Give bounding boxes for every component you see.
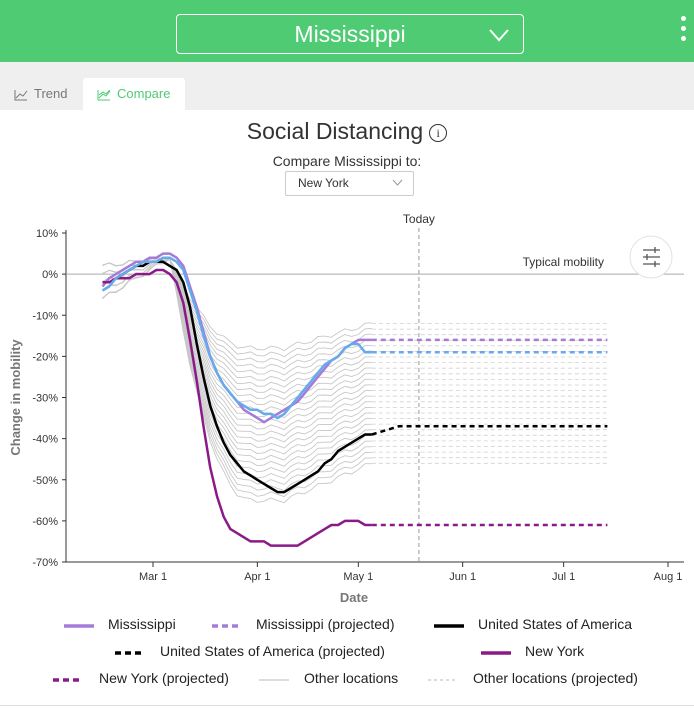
legend-swatch [259, 679, 289, 681]
other-locations-lines [102, 256, 608, 504]
compare-icon [97, 89, 111, 101]
state-select[interactable]: Mississippi [176, 14, 524, 54]
x-tick-label: May 1 [343, 571, 373, 583]
other-location-line [102, 258, 372, 485]
other-location-line [102, 258, 372, 394]
other-location-line [102, 257, 372, 504]
x-tick-label: Jun 1 [449, 571, 476, 583]
page-title: Social Distancing i [0, 118, 694, 145]
chevron-down-icon [489, 29, 509, 42]
y-tick-label: -60% [32, 516, 58, 528]
header-bar: Mississippi [0, 0, 694, 62]
legend-swatch [428, 679, 458, 681]
y-tick-label: 0% [42, 269, 58, 281]
other-location-line [102, 256, 372, 437]
y-tick-label: -70% [32, 557, 58, 569]
compare-label: Compare Mississippi to: [272, 153, 422, 169]
state-select-label: Mississippi [294, 21, 406, 47]
legend-label: Mississippi (projected) [256, 616, 395, 632]
x-tick-label: Mar 1 [139, 571, 167, 583]
legend-swatch [481, 651, 511, 655]
series-line [101, 256, 372, 420]
legend-swatch [53, 678, 83, 682]
tab-trend-label: Trend [34, 86, 68, 101]
y-tick-label: -50% [32, 475, 58, 487]
other-location-line [102, 258, 372, 431]
compare-select[interactable]: New York [285, 171, 414, 196]
legend-label: New York (projected) [99, 670, 229, 686]
legend-label: New York [525, 643, 585, 659]
x-axis-title: Date [340, 590, 368, 605]
tab-bar: Trend Compare [0, 62, 694, 110]
tab-trend[interactable]: Trend [0, 78, 80, 110]
x-tick-label: Jul 1 [552, 571, 575, 583]
info-icon[interactable]: i [429, 123, 448, 142]
y-tick-label: -40% [32, 434, 58, 446]
y-tick-label: 10% [36, 228, 58, 240]
other-location-line [102, 258, 372, 382]
legend-label: United States of America [478, 616, 633, 632]
sliders-icon [643, 247, 660, 267]
other-location-line [102, 258, 372, 419]
divider [0, 705, 694, 706]
other-location-line [102, 258, 372, 443]
other-location-line [102, 258, 372, 492]
today-label: Today [403, 212, 435, 226]
other-location-line [102, 258, 372, 479]
x-tick-label: Apr 1 [244, 571, 270, 583]
y-tick-label: -20% [32, 351, 58, 363]
chevron-down-icon [392, 179, 403, 186]
tab-compare-label: Compare [117, 86, 171, 101]
more-menu-icon[interactable] [678, 16, 688, 48]
series-line [102, 268, 372, 547]
other-location-line [102, 256, 372, 498]
legend-swatch [434, 624, 464, 628]
series-line [101, 252, 372, 424]
page-title-text: Social Distancing [246, 118, 424, 144]
compare-select-value: New York [298, 176, 349, 190]
y-tick-label: -10% [32, 310, 58, 322]
legend-swatch [64, 624, 94, 628]
other-location-line [102, 258, 372, 413]
legend-swatch [115, 651, 145, 655]
legend-label: Other locations (projected) [473, 670, 638, 686]
legend-label: Other locations [304, 670, 399, 686]
other-location-line [102, 258, 372, 425]
other-location-line [102, 258, 372, 388]
mobility-chart: 10% 0% -10% -20% -30% -40% -50% -60% -70% Mar 1 Ap… [8, 212, 684, 605]
x-tick-label: Aug 1 [654, 571, 683, 583]
y-tick-label: -30% [32, 393, 58, 405]
typical-mobility-label: Typical mobility [523, 255, 604, 269]
series-projected-line [371, 425, 608, 436]
legend-label: Mississippi [108, 616, 176, 632]
legend-label: United States of America (projected) [160, 643, 385, 659]
y-axis-title: Change in mobility [8, 339, 23, 456]
filter-button[interactable] [629, 235, 673, 279]
trend-icon [14, 89, 28, 101]
legend-swatch [212, 624, 242, 628]
tab-compare[interactable]: Compare [83, 78, 185, 110]
